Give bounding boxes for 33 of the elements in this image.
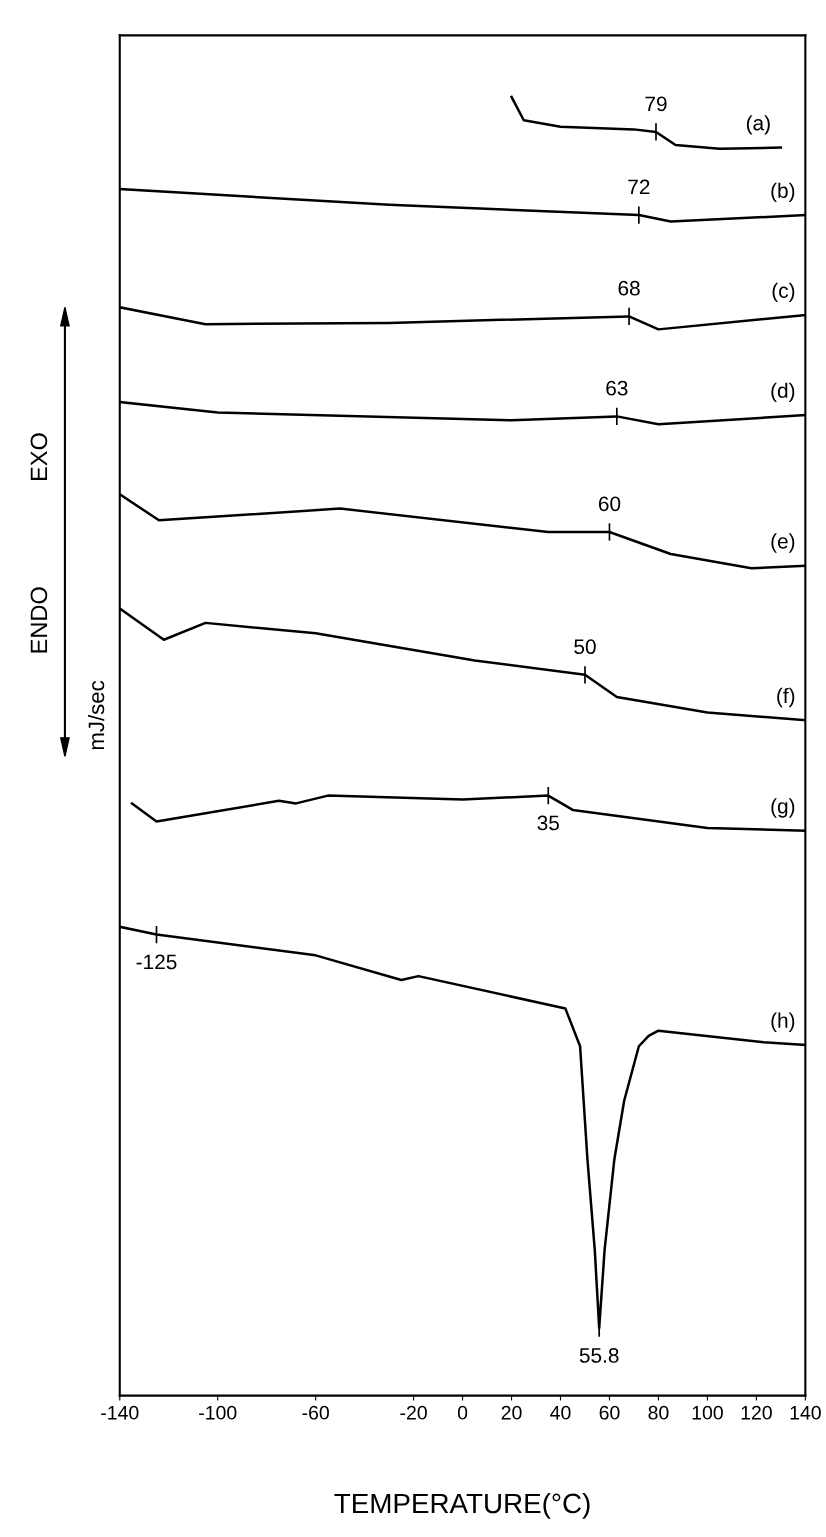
text: ENDO bbox=[30, 587, 48, 653]
x-tick-label: 60 bbox=[599, 1405, 620, 1420]
series-label: (h) bbox=[771, 1012, 795, 1032]
annotation: -125 bbox=[136, 954, 177, 970]
annotation: 72 bbox=[628, 179, 650, 195]
series-label: (a) bbox=[746, 115, 770, 135]
series-label: (g) bbox=[771, 798, 795, 818]
x-tick-label: 100 bbox=[692, 1405, 723, 1420]
x-tick-label: 80 bbox=[648, 1405, 669, 1420]
x-tick-label: 40 bbox=[550, 1405, 571, 1420]
series-label: (d) bbox=[771, 382, 795, 403]
x-tick-label: -140 bbox=[101, 1405, 139, 1420]
annotation: 63 bbox=[606, 380, 628, 396]
annotation: 79 bbox=[645, 96, 667, 112]
annotation: 60 bbox=[598, 496, 621, 512]
series-label: (c) bbox=[772, 282, 795, 303]
annotation: 35 bbox=[537, 815, 559, 831]
annotation: 68 bbox=[618, 280, 640, 296]
x-tick-label: -20 bbox=[400, 1405, 427, 1420]
text: EXO bbox=[30, 433, 48, 481]
series-label: (f) bbox=[777, 687, 795, 708]
y-axis-title: mJ/sec bbox=[87, 680, 105, 750]
annotation: 50 bbox=[574, 639, 596, 655]
series-label: (b) bbox=[771, 182, 795, 203]
x-axis-title: TEMPERATURE(°C) bbox=[334, 1492, 590, 1519]
x-tick-label: 0 bbox=[457, 1405, 468, 1420]
x-tick-label: -60 bbox=[302, 1405, 329, 1420]
series-label: (e) bbox=[771, 533, 795, 553]
x-tick-label: -100 bbox=[199, 1405, 237, 1420]
x-tick-label: 20 bbox=[501, 1405, 522, 1420]
x-tick-label: 140 bbox=[790, 1405, 821, 1420]
x-tick-label: 120 bbox=[741, 1405, 772, 1420]
annotation: 55.8 bbox=[579, 1348, 619, 1363]
